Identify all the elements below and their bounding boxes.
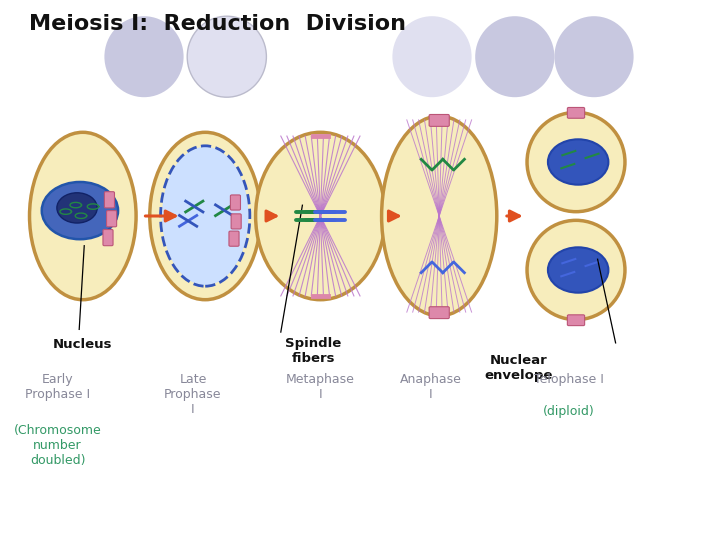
- Ellipse shape: [187, 16, 266, 97]
- Ellipse shape: [475, 16, 554, 97]
- Ellipse shape: [527, 112, 625, 212]
- FancyBboxPatch shape: [231, 214, 241, 229]
- Text: Anaphase
I: Anaphase I: [400, 373, 462, 401]
- FancyBboxPatch shape: [567, 315, 585, 326]
- Text: Nuclear
envelope: Nuclear envelope: [485, 354, 552, 382]
- Text: (diploid): (diploid): [543, 405, 595, 418]
- FancyBboxPatch shape: [229, 231, 239, 246]
- Circle shape: [42, 182, 118, 239]
- FancyBboxPatch shape: [230, 195, 240, 210]
- FancyBboxPatch shape: [103, 230, 113, 246]
- Ellipse shape: [554, 16, 634, 97]
- Ellipse shape: [30, 132, 136, 300]
- FancyBboxPatch shape: [567, 107, 585, 118]
- Ellipse shape: [162, 147, 248, 285]
- Ellipse shape: [392, 16, 472, 97]
- Text: Nucleus: Nucleus: [53, 338, 112, 350]
- Text: (Chromosome
number
doubled): (Chromosome number doubled): [14, 424, 102, 467]
- Ellipse shape: [104, 16, 184, 97]
- FancyBboxPatch shape: [429, 307, 449, 319]
- Ellipse shape: [256, 132, 385, 300]
- FancyBboxPatch shape: [107, 211, 117, 227]
- Circle shape: [548, 139, 608, 185]
- Circle shape: [57, 193, 97, 223]
- Ellipse shape: [527, 220, 625, 320]
- Ellipse shape: [150, 132, 261, 300]
- Circle shape: [548, 247, 608, 293]
- FancyBboxPatch shape: [429, 114, 449, 126]
- Ellipse shape: [382, 116, 497, 316]
- Text: Early
Prophase I: Early Prophase I: [25, 373, 90, 401]
- FancyBboxPatch shape: [104, 192, 114, 208]
- Text: Metaphase
I: Metaphase I: [286, 373, 355, 401]
- Text: Spindle
fibers: Spindle fibers: [285, 338, 341, 366]
- Text: Late
Prophase
I: Late Prophase I: [164, 373, 222, 416]
- Text: Telophase I: Telophase I: [534, 373, 604, 386]
- Text: Meiosis I:  Reduction  Division: Meiosis I: Reduction Division: [29, 14, 406, 33]
